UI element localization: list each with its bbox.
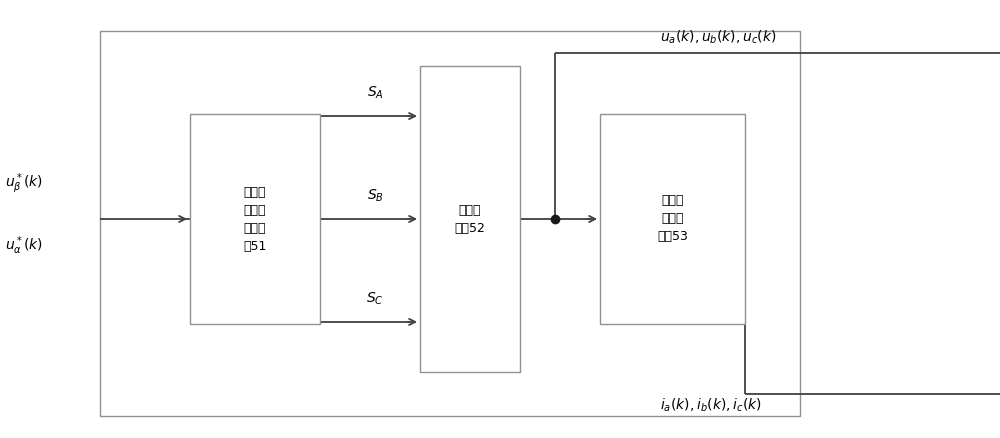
Text: $u^*_{\beta}(k)$: $u^*_{\beta}(k)$ [5, 172, 43, 196]
Text: $S_A$: $S_A$ [367, 85, 383, 101]
Text: $u_a(k),u_b(k),u_c(k)$: $u_a(k),u_b(k),u_c(k)$ [660, 28, 777, 46]
Bar [190, 114, 320, 324]
Text: $S_C$: $S_C$ [366, 290, 384, 307]
Bar [600, 114, 745, 324]
Bar [420, 66, 520, 372]
Text: $i_a(k),i_b(k),i_c(k)$: $i_a(k),i_b(k),i_c(k)$ [660, 396, 762, 414]
Text: $S_B$: $S_B$ [367, 187, 383, 204]
Bar [100, 31, 800, 416]
Text: $u^*_{\alpha}(k)$: $u^*_{\alpha}(k)$ [5, 234, 43, 257]
Text: 永磁同
步轮毂
电机53: 永磁同 步轮毂 电机53 [657, 194, 688, 244]
Text: 逆变器
模块52: 逆变器 模块52 [455, 204, 485, 234]
Text: 电压矢
量脉宽
调制模
块51: 电压矢 量脉宽 调制模 块51 [243, 186, 267, 252]
